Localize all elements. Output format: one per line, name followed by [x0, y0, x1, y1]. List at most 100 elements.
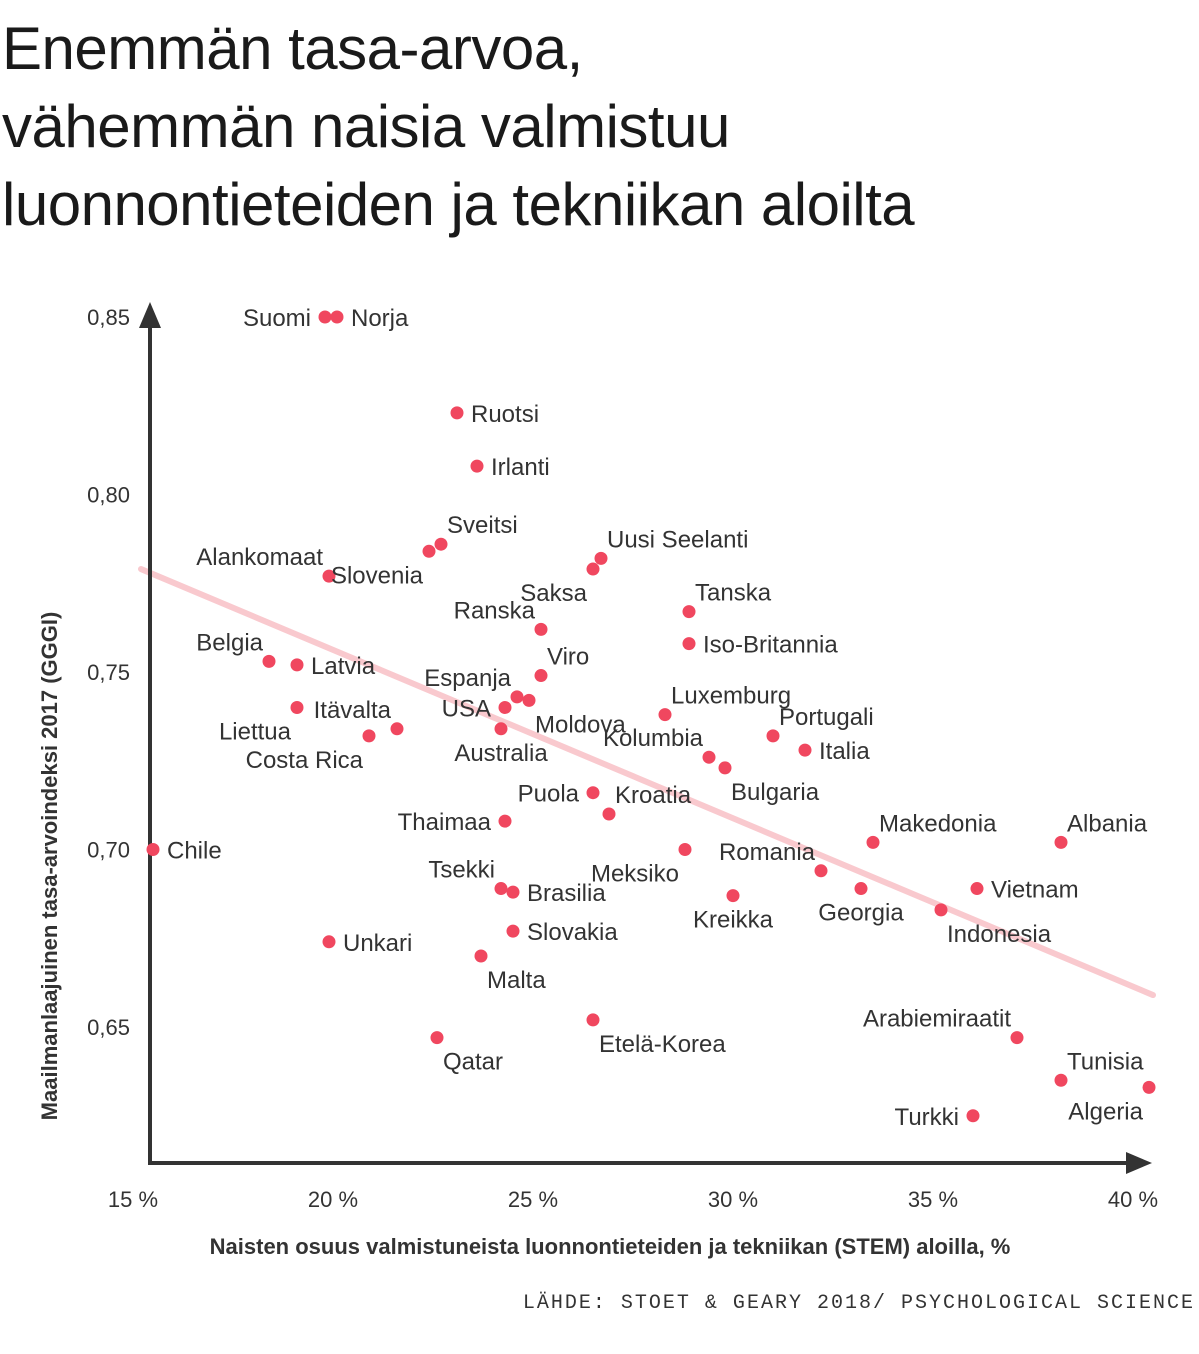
data-point: [866, 835, 880, 849]
point-label: Qatar: [443, 1049, 503, 1076]
point-label: Australia: [454, 740, 548, 767]
x-axis-title: Naisten osuus valmistuneista luonnontiet…: [210, 1234, 1011, 1259]
point-label: Arabiemiraatit: [863, 1006, 1011, 1033]
point-label: Slovenia: [331, 562, 424, 589]
point-label: Albania: [1067, 810, 1148, 837]
data-point: [534, 622, 548, 636]
point-label: Saksa: [520, 580, 587, 607]
point-label: Sveitsi: [447, 512, 518, 539]
data-point: [766, 729, 780, 743]
data-point: [586, 562, 600, 576]
point-label: Itävalta: [314, 697, 392, 724]
point-label: Liettua: [219, 719, 292, 746]
point-label: Slovakia: [527, 919, 618, 946]
trendline-layer: [138, 566, 1156, 999]
data-point: [510, 690, 524, 704]
trendline: [138, 566, 1156, 999]
point-label: Chile: [167, 838, 222, 865]
point-label: Unkari: [343, 930, 412, 957]
point-label: Makedonia: [879, 810, 997, 837]
point-label: Tsekki: [428, 857, 495, 884]
point-label: Costa Rica: [246, 747, 364, 774]
point-label: Malta: [487, 967, 546, 994]
axes: [139, 302, 1152, 1174]
data-point: [494, 882, 508, 896]
point-labels: Suomi Norja Ruotsi Irlanti Sveitsi Slovenia Uu…: [167, 305, 1148, 1131]
source-note: LÄHDE: STOET & GEARY 2018/ PSYCHOLOGICAL…: [522, 1292, 1195, 1315]
data-point: [522, 693, 536, 707]
x-tick-label: 35 %: [908, 1187, 958, 1212]
point-label: Georgia: [818, 900, 904, 927]
data-point: [534, 669, 548, 683]
point-label: Viro: [547, 644, 589, 671]
point-label: Norja: [351, 305, 409, 332]
data-point: [798, 743, 812, 757]
data-point: [1142, 1080, 1156, 1094]
data-point: [726, 889, 740, 903]
y-tick-label: 0,75: [87, 660, 130, 685]
point-label: Espanja: [424, 665, 511, 692]
point-label: Meksiko: [591, 861, 679, 888]
data-point: [450, 406, 464, 420]
data-point: [854, 882, 868, 896]
data-point: [362, 729, 376, 743]
tick-labels: 0,85 0,80 0,75 0,70 0,65 15 % 20 % 25 % 30 % 35 %…: [87, 305, 1158, 1212]
data-point: [594, 551, 608, 565]
data-point: [262, 654, 276, 668]
point-label: Suomi: [243, 305, 311, 332]
point-label: Alankomaat: [196, 544, 323, 571]
data-point: [422, 544, 436, 558]
data-point: [506, 924, 520, 938]
data-point: [470, 459, 484, 473]
y-axis-arrow: [139, 302, 161, 328]
data-point: [814, 864, 828, 878]
data-point: [966, 1109, 980, 1123]
data-point: [322, 569, 336, 583]
y-axis-title: Maailmanlaajuinen tasa-arvoindeksi 2017 …: [37, 612, 62, 1121]
point-label: Vietnam: [991, 877, 1079, 904]
point-label: Irlanti: [491, 454, 550, 481]
x-tick-label: 30 %: [708, 1187, 758, 1212]
point-label: Etelä-Korea: [599, 1031, 726, 1058]
data-point: [702, 750, 716, 764]
point-label: Kreikka: [693, 907, 774, 934]
point-label: Turkki: [895, 1104, 959, 1131]
data-point: [318, 310, 332, 324]
point-label: USA: [442, 696, 491, 723]
chart-title: Enemmän tasa-arvoa, vähemmän naisia valm…: [2, 10, 1152, 244]
chart-title-line-1: Enemmän tasa-arvoa,: [2, 15, 583, 82]
y-tick-label: 0,65: [87, 1015, 130, 1040]
data-point: [1010, 1031, 1024, 1045]
data-point: [290, 701, 304, 714]
data-point: [682, 637, 696, 651]
data-point: [494, 722, 508, 736]
point-label: Portugali: [779, 704, 874, 731]
data-point: [498, 701, 512, 714]
x-tick-label: 20 %: [308, 1187, 358, 1212]
data-point: [718, 761, 732, 775]
data-point: [586, 786, 600, 800]
x-tick-label: 15 %: [108, 1187, 158, 1212]
data-point: [434, 537, 448, 551]
x-axis-arrow: [1126, 1152, 1152, 1174]
data-point: [934, 903, 948, 917]
point-label: Puola: [518, 781, 580, 808]
chart-title-line-2: vähemmän naisia valmistuu: [2, 93, 730, 160]
data-point: [430, 1031, 444, 1045]
data-point: [682, 605, 696, 619]
data-point: [390, 722, 404, 736]
point-label: Belgia: [196, 629, 263, 656]
point-label: Uusi Seelanti: [607, 526, 748, 553]
data-point: [1054, 1073, 1068, 1087]
data-point: [602, 807, 616, 821]
point-label: Luxemburg: [671, 683, 791, 710]
data-point: [146, 843, 160, 856]
point-label: Iso-Britannia: [703, 632, 838, 659]
y-tick-label: 0,80: [87, 483, 130, 508]
point-label: Kolumbia: [603, 725, 704, 752]
data-points: [146, 310, 1156, 1123]
point-label: Ruotsi: [471, 401, 539, 428]
chart-title-line-3: luonnontieteiden ja tekniikan aloilta: [2, 171, 915, 238]
data-point: [506, 885, 520, 899]
data-point: [1054, 835, 1068, 849]
